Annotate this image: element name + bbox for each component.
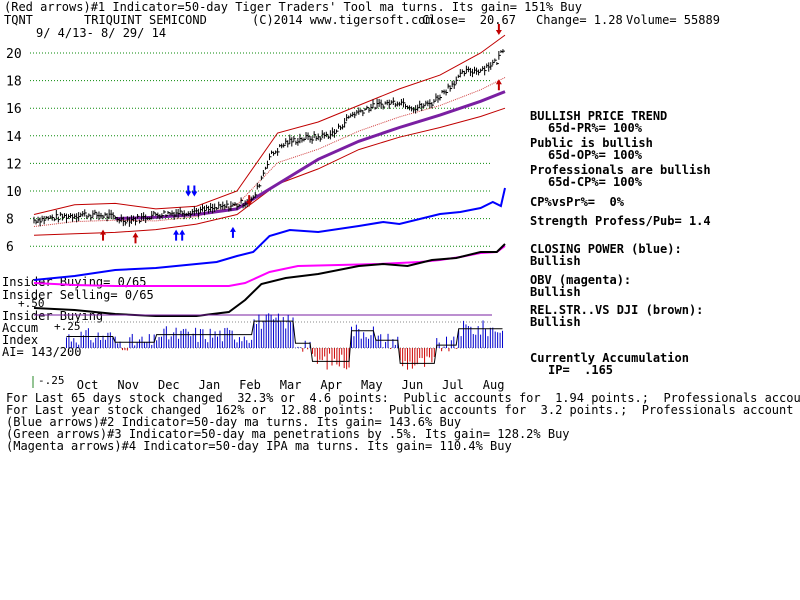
- blue-arrow: [185, 185, 192, 197]
- footer-65-day-summary: For Last 65 days stock changed 32.3% or …: [6, 391, 800, 405]
- cp-vs-pr: CP%vsPr%= 0%: [530, 195, 624, 209]
- x-tick-label: Nov: [117, 378, 139, 392]
- accum-plus-label: +.25: [54, 320, 81, 333]
- indicator-3-line: (Green arrows)#3 Indicator=50-day ma pen…: [6, 427, 570, 441]
- obv-label: OBV (magenta):: [530, 273, 632, 287]
- x-tick-label: Mar: [280, 378, 302, 392]
- red-buy-arrow: [495, 79, 502, 91]
- closing-power-status: Bullish: [530, 254, 581, 268]
- ai-score: AI= 143/200: [2, 345, 82, 359]
- x-tick-label: Oct: [77, 378, 99, 392]
- x-tick-label: Apr: [320, 378, 342, 392]
- y-tick-label: 20: [6, 47, 22, 62]
- x-tick-label: Aug: [483, 378, 505, 392]
- red-buy-arrow: [132, 232, 139, 244]
- y-tick-label: 10: [6, 185, 22, 200]
- obv-scale-label: +.50: [18, 297, 45, 310]
- obv-status: Bullish: [530, 285, 581, 299]
- indicator-4-line: (Magenta arrows)#4 Indicator=50-day IPA …: [6, 439, 512, 453]
- cp-value: 65d-CP%= 100%: [548, 175, 642, 189]
- accum-label: Accum: [2, 321, 39, 335]
- professional-status: Professionals are bullish: [530, 163, 711, 177]
- y-tick-label: 12: [6, 157, 22, 172]
- accum-minus-label: -.25: [38, 374, 65, 387]
- y-tick-label: 18: [6, 75, 22, 90]
- blue-arrow: [229, 226, 236, 238]
- x-tick-label: Jul: [442, 378, 464, 392]
- x-tick-label: May: [361, 378, 383, 392]
- relstr-label: REL.STR..VS DJI (brown):: [530, 303, 704, 317]
- trend-title: BULLISH PRICE TREND: [530, 109, 668, 123]
- footer-year-summary: For Last year stock changed 162% or 12.8…: [6, 403, 794, 417]
- x-tick-label: Feb: [239, 378, 261, 392]
- short-ma-line: [33, 77, 506, 227]
- change-value: Change= 1.28: [536, 13, 623, 27]
- y-tick-label: 16: [6, 102, 22, 117]
- company-name: TRIQUINT SEMICOND: [84, 13, 207, 27]
- x-tick-label: Jan: [199, 378, 221, 392]
- blue-arrow: [179, 229, 186, 241]
- index-label: Index: [2, 333, 39, 347]
- volume-value: Volume= 55889: [626, 13, 720, 27]
- red-buy-arrow: [100, 229, 107, 241]
- indicator-2-line: (Blue arrows)#2 Indicator=50-day ma turn…: [6, 415, 462, 429]
- strength-ratio: Strength Profess/Pub= 1.4: [530, 214, 711, 228]
- closing-power-label: CLOSING POWER (blue):: [530, 242, 682, 256]
- public-status: Public is bullish: [530, 136, 653, 150]
- red-sell-arrow: [495, 24, 502, 36]
- date-range: 9/ 4/13- 8/ 29/ 14: [36, 26, 167, 40]
- close-value: Close= 20.67: [422, 13, 516, 27]
- indicator-1-line: (Red arrows)#1 Indicator=50-day Tiger Tr…: [4, 0, 582, 14]
- symbol: TQNT: [4, 13, 33, 27]
- insider-selling-count: Insider Selling= 0/65: [2, 288, 154, 302]
- blue-arrow: [173, 229, 180, 241]
- obv-line: [33, 245, 506, 287]
- ma-50-line: [115, 90, 506, 221]
- ip-value: IP= .165: [548, 363, 614, 377]
- red-arrow: [246, 195, 253, 207]
- y-tick-label: 6: [6, 240, 14, 255]
- blue-arrow: [191, 185, 198, 197]
- y-tick-label: 8: [6, 213, 14, 228]
- y-tick-label: 14: [6, 130, 22, 145]
- x-tick-label: Dec: [158, 378, 180, 392]
- upper-band-line: [33, 34, 506, 215]
- pr-value: 65d-PR%= 100%: [548, 121, 642, 135]
- accum-ma-line: [66, 320, 503, 364]
- price-chart: 20 18 16 14 12 10 8 6 Oct Nov Dec Jan Feb Mar Apr May Ju…: [6, 24, 506, 392]
- copyright: (C)2014 www.tigersoft.com: [252, 13, 433, 27]
- relative-strength-line: [33, 243, 506, 317]
- closing-power-line: [33, 187, 506, 281]
- op-value: 65d-OP%= 100%: [548, 148, 642, 162]
- x-tick-label: Jun: [402, 378, 424, 392]
- accumulation-status: Currently Accumulation: [530, 351, 689, 365]
- relstr-status: Bullish: [530, 315, 581, 329]
